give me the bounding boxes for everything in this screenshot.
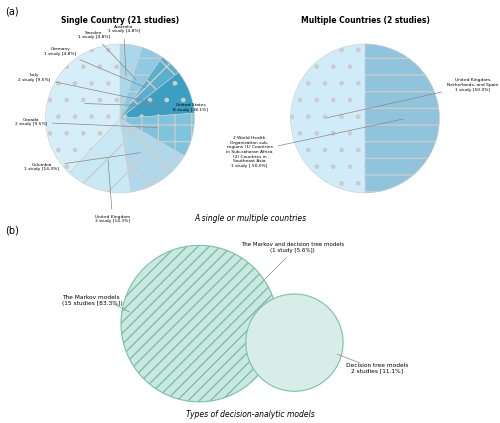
Wedge shape — [290, 44, 365, 193]
Text: The Markov and decision tree models
(1 study [5.6%]): The Markov and decision tree models (1 s… — [240, 242, 344, 253]
Circle shape — [246, 294, 343, 391]
Text: Decision tree models
2 studies [11.1%]: Decision tree models 2 studies [11.1%] — [346, 363, 408, 374]
Wedge shape — [120, 113, 194, 156]
Text: Sweden
1 study [4.8%]: Sweden 1 study [4.8%] — [78, 31, 136, 80]
Wedge shape — [120, 57, 178, 118]
Text: Germany
1 study [4.8%]: Germany 1 study [4.8%] — [44, 47, 146, 88]
Text: Columbia
1 study [14.3%]: Columbia 1 study [14.3%] — [24, 153, 140, 171]
Text: Canada
2 study [9.5%]: Canada 2 study [9.5%] — [14, 118, 157, 128]
Text: Types of decision-analytic models: Types of decision-analytic models — [186, 410, 314, 419]
Text: United States
8 study [38.1%]: United States 8 study [38.1%] — [84, 103, 208, 112]
Text: United Kingdom,
Netherlands, and Spain
1 study [50.0%]: United Kingdom, Netherlands, and Spain 1… — [327, 78, 498, 118]
Text: A single or multiple countries: A single or multiple countries — [194, 214, 306, 222]
Text: United Kingdom
3 study [14.3%]: United Kingdom 3 study [14.3%] — [95, 160, 130, 223]
Wedge shape — [120, 72, 194, 118]
Wedge shape — [120, 44, 142, 118]
Title: Multiple Countries (2 studies): Multiple Countries (2 studies) — [300, 16, 430, 25]
Text: (a): (a) — [5, 6, 18, 16]
Wedge shape — [365, 44, 440, 193]
Text: Italy
2 study [9.5%]: Italy 2 study [9.5%] — [18, 73, 156, 103]
Circle shape — [121, 245, 278, 402]
Text: Australia
1 study [4.8%]: Australia 1 study [4.8%] — [108, 25, 140, 75]
Wedge shape — [69, 118, 131, 193]
Wedge shape — [120, 118, 184, 192]
Text: 2 World Health
Organization sub-
regions (1) Countries
in Sub-saharan Africa
(2): 2 World Health Organization sub- regions… — [226, 119, 403, 168]
Text: (b): (b) — [5, 225, 19, 235]
Title: Single Country (21 studies): Single Country (21 studies) — [61, 16, 179, 25]
Wedge shape — [120, 47, 162, 118]
Wedge shape — [46, 44, 120, 173]
Text: The Markov models
(15 studies [83.3%]): The Markov models (15 studies [83.3%]) — [62, 295, 122, 306]
